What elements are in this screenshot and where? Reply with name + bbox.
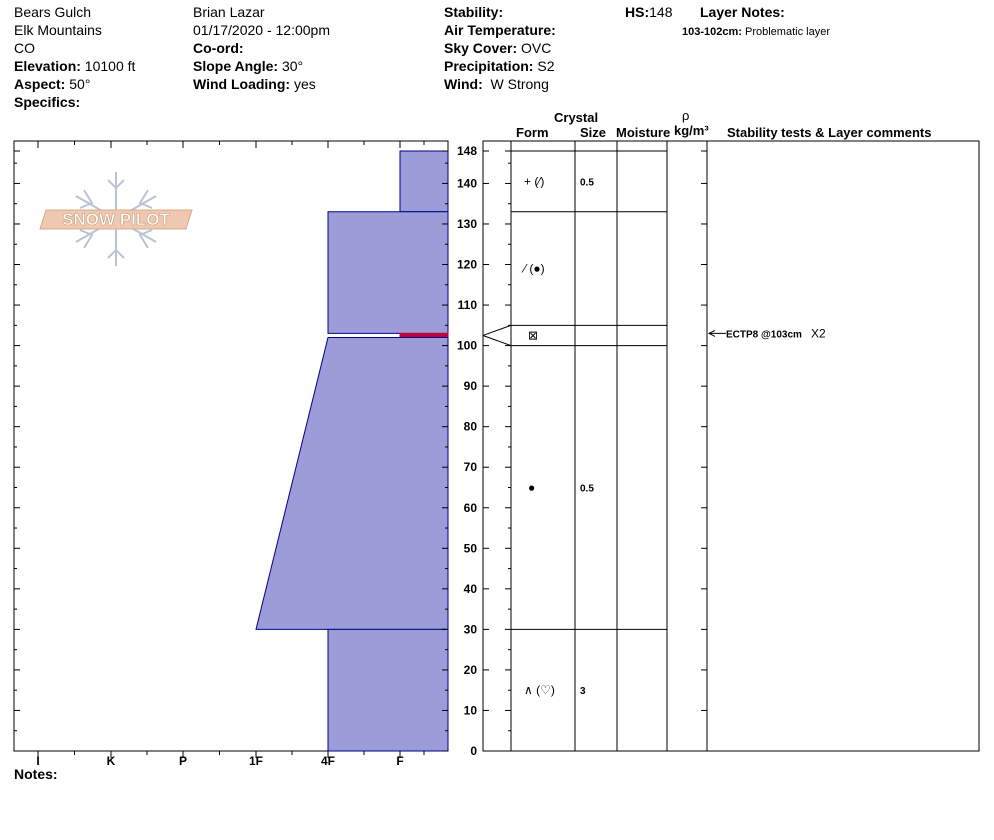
depth-tick-label: 80 bbox=[464, 420, 478, 434]
slope-angle-value: 30° bbox=[281, 58, 304, 74]
layer-note-text: Problematic layer bbox=[745, 26, 830, 38]
depth-tick-label: 10 bbox=[464, 703, 478, 717]
elevation-value: 10100 ft bbox=[84, 58, 136, 74]
depth-tick-label: 70 bbox=[464, 460, 478, 474]
logo-text: SNOW PILOT bbox=[62, 210, 170, 229]
depth-tick-label: 90 bbox=[464, 379, 478, 393]
depth-tick-label: 50 bbox=[464, 541, 478, 555]
specifics-label: Specifics: bbox=[14, 94, 81, 110]
hs-label: HS: bbox=[625, 4, 650, 20]
layer-table: + (⁄) 0.5 ⁄ (●) ⊠ ● 0.5 ∧ (♡) 3 bbox=[482, 150, 667, 697]
hardness-tick-label: K bbox=[107, 754, 116, 768]
layer-table-frame bbox=[482, 140, 980, 752]
layer-notes-label: Layer Notes: bbox=[700, 4, 785, 20]
elevation-label: Elevation: bbox=[14, 58, 81, 74]
elevation: Elevation: 10100 ft bbox=[14, 58, 135, 74]
density-unit-header: kg/m³ bbox=[674, 123, 709, 138]
crystal-size: 0.5 bbox=[580, 177, 594, 188]
crystal-form-symbol: ● bbox=[528, 480, 535, 494]
hardness-tick-label: I bbox=[36, 754, 39, 768]
aspect-label: Aspect: bbox=[14, 76, 66, 92]
air-temperature-label: Air Temperature: bbox=[444, 22, 556, 38]
depth-axis: 0 10 20 30 40 50 60 70 80 90 100 110 120 130 140 148 bbox=[14, 144, 707, 758]
depth-tick-label: 130 bbox=[457, 217, 477, 231]
size-header: Size bbox=[580, 125, 607, 140]
wind-loading: Wind Loading: yes bbox=[193, 76, 316, 92]
comments-header: Stability tests & Layer comments bbox=[727, 125, 932, 140]
slope-angle-label: Slope Angle: bbox=[193, 58, 279, 74]
observer-name: Brian Lazar bbox=[193, 4, 265, 20]
state: CO bbox=[14, 40, 35, 56]
depth-tick-label: 30 bbox=[464, 622, 478, 636]
depth-tick-label: 140 bbox=[457, 176, 477, 190]
coord-label: Co-ord: bbox=[193, 40, 244, 56]
wind-label: Wind: bbox=[444, 76, 483, 92]
crystal-header: Crystal bbox=[554, 110, 599, 125]
depth-tick-label: 120 bbox=[457, 258, 477, 272]
depth-tick-label: 60 bbox=[464, 501, 478, 515]
stability-test-multiplier: X2 bbox=[811, 326, 826, 340]
stability-label: Stability: bbox=[444, 4, 504, 20]
crystal-form-symbol: ⊠ bbox=[528, 328, 538, 342]
crystal-form-symbol: ⁄ (●) bbox=[521, 262, 545, 276]
hardness-layer-4 bbox=[327, 628, 449, 752]
layer-note-range: 103-102cm: bbox=[682, 26, 742, 38]
form-header: Form bbox=[516, 125, 549, 140]
depth-tick-label: 0 bbox=[470, 744, 477, 758]
rho-header: ρ bbox=[682, 108, 690, 123]
wind: Wind: W Strong bbox=[444, 76, 549, 92]
sky-cover: Sky Cover: OVC bbox=[444, 40, 551, 56]
stability-test-marker: ECTP8 @103cm X2 bbox=[707, 326, 826, 340]
depth-tick-label: 110 bbox=[458, 298, 478, 312]
location-name: Bears Gulch bbox=[14, 4, 92, 20]
precipitation-value: S2 bbox=[537, 58, 555, 74]
depth-tick-label: 40 bbox=[464, 582, 478, 596]
aspect-value: 50° bbox=[69, 76, 91, 92]
depth-tick-label: 100 bbox=[457, 339, 477, 353]
hardness-layer-0 bbox=[399, 150, 449, 213]
depth-tick-label: 148 bbox=[457, 144, 477, 158]
precipitation-label: Precipitation: bbox=[444, 58, 534, 74]
snowpilot-logo: SNOW PILOT bbox=[39, 172, 193, 266]
hardness-tick-label: F bbox=[396, 754, 403, 768]
sky-cover-value: OVC bbox=[521, 40, 552, 56]
slope-angle: Slope Angle: 30° bbox=[193, 58, 303, 74]
crystal-form-symbol: + (⁄) bbox=[524, 174, 544, 188]
hs: HS:148 bbox=[625, 4, 672, 20]
hardness-axis: I K P 1F 4F F bbox=[36, 141, 425, 768]
hardness-layer-1 bbox=[327, 211, 449, 334]
crystal-form-symbol: ∧ (♡) bbox=[524, 683, 555, 697]
hardness-layers bbox=[255, 150, 449, 752]
crystal-size: 3 bbox=[580, 686, 586, 697]
layer-note: 103-102cm: Problematic layer bbox=[682, 24, 830, 40]
depth-tick-label: 20 bbox=[464, 663, 478, 677]
logo-banner bbox=[39, 209, 193, 230]
weak-layer-connector-top bbox=[482, 324, 512, 336]
wind-loading-value: yes bbox=[293, 76, 316, 92]
observation-datetime: 01/17/2020 - 12:00pm bbox=[193, 22, 330, 38]
hardness-layer-3 bbox=[255, 336, 449, 630]
crystal-size: 0.5 bbox=[580, 483, 594, 494]
weak-layer-connector-bottom bbox=[482, 335, 512, 347]
hardness-tick-label: 1F bbox=[249, 754, 263, 768]
mountain-range: Elk Mountains bbox=[14, 22, 102, 38]
precipitation: Precipitation: S2 bbox=[444, 58, 554, 74]
moisture-header: Moisture bbox=[616, 125, 671, 140]
hardness-layer-2 bbox=[399, 332, 449, 338]
aspect: Aspect: 50° bbox=[14, 76, 90, 92]
notes-label: Notes: bbox=[14, 766, 58, 782]
hs-value: 148 bbox=[649, 4, 673, 20]
arrow-left-icon bbox=[707, 329, 716, 337]
stability-test-label: ECTP8 @103cm bbox=[726, 329, 802, 340]
wind-loading-label: Wind Loading: bbox=[193, 76, 291, 92]
wind-value: W Strong bbox=[490, 76, 549, 92]
hardness-tick-label: 4F bbox=[321, 754, 335, 768]
sky-cover-label: Sky Cover: bbox=[444, 40, 518, 56]
hardness-tick-label: P bbox=[179, 754, 187, 768]
